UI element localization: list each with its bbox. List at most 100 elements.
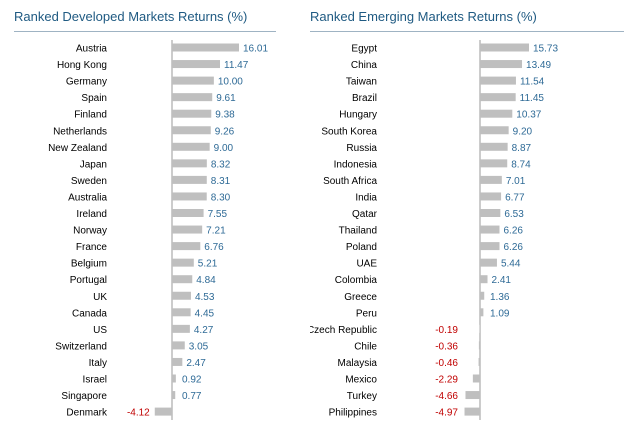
developed-value-label: 2.47 xyxy=(186,358,206,369)
emerging-value-label: 11.54 xyxy=(520,77,545,88)
emerging-category-label: Mexico xyxy=(345,375,377,386)
developed-value-label: 7.55 xyxy=(208,209,228,220)
emerging-bar xyxy=(479,324,481,333)
developed-category-label: Spain xyxy=(81,93,107,104)
developed-value-label: 3.05 xyxy=(189,341,209,352)
emerging-value-label: 2.41 xyxy=(492,275,512,286)
developed-bar xyxy=(172,374,176,383)
emerging-value-label: 5.44 xyxy=(501,259,521,270)
emerging-bar xyxy=(480,93,516,102)
emerging-category-label: Colombia xyxy=(335,275,378,286)
developed-category-label: Israel xyxy=(83,375,107,386)
developed-category-label: Belgium xyxy=(71,259,107,270)
developed-category-label: Denmark xyxy=(66,408,108,419)
developed-bar xyxy=(172,159,207,168)
emerging-category-label: India xyxy=(355,192,377,203)
emerging-markets-chart: Egypt 15.73 China 13.49 Taiwan 11.54 Brazil 11.… xyxy=(310,40,558,420)
emerging-bar xyxy=(472,374,480,383)
emerging-value-label: 6.26 xyxy=(504,226,524,237)
developed-value-label: 9.26 xyxy=(215,126,235,137)
emerging-category-label: Thailand xyxy=(339,226,377,237)
emerging-category-label: Malaysia xyxy=(338,358,378,369)
emerging-bar xyxy=(478,357,480,366)
developed-value-label: 9.00 xyxy=(214,143,234,154)
emerging-bar xyxy=(480,209,501,217)
emerging-bar xyxy=(478,341,480,350)
emerging-category-label: Taiwan xyxy=(346,77,377,88)
emerging-bar xyxy=(480,308,484,317)
emerging-category-label: China xyxy=(351,60,378,71)
emerging-bar xyxy=(480,60,523,69)
developed-bar xyxy=(172,43,239,52)
developed-value-label: 8.32 xyxy=(211,159,231,170)
developed-value-label: 4.53 xyxy=(195,292,215,303)
emerging-value-label: -0.19 xyxy=(435,325,458,336)
emerging-title-rule xyxy=(310,31,624,32)
emerging-bar xyxy=(480,258,497,267)
developed-value-label: 11.47 xyxy=(224,60,249,71)
emerging-value-label: -2.29 xyxy=(435,375,458,386)
emerging-category-label: South Africa xyxy=(323,176,377,187)
emerging-bar xyxy=(480,275,488,284)
emerging-category-label: Philippines xyxy=(329,408,377,419)
developed-category-label: New Zealand xyxy=(48,143,107,154)
developed-title-rule xyxy=(14,31,276,32)
emerging-value-label: -4.66 xyxy=(435,391,458,402)
developed-value-label: 4.27 xyxy=(194,325,214,336)
developed-bar xyxy=(172,209,204,217)
developed-bar xyxy=(172,225,203,234)
developed-category-label: Switzerland xyxy=(55,341,107,352)
emerging-value-label: 13.49 xyxy=(526,60,551,71)
developed-category-label: Australia xyxy=(68,192,107,203)
emerging-bar xyxy=(480,126,509,135)
developed-bar xyxy=(172,275,193,284)
developed-category-label: Austria xyxy=(76,44,108,55)
developed-category-label: Netherlands xyxy=(53,126,107,137)
developed-value-label: 9.61 xyxy=(216,93,236,104)
emerging-category-label: Czech Republic xyxy=(310,325,377,336)
emerging-bar xyxy=(480,76,516,85)
developed-category-label: Ireland xyxy=(76,209,107,220)
developed-bar xyxy=(154,407,172,416)
emerging-bar xyxy=(480,142,508,151)
developed-category-label: Norway xyxy=(73,226,107,237)
developed-category-label: Canada xyxy=(72,308,107,319)
emerging-bar xyxy=(480,43,529,52)
emerging-chart-title: Ranked Emerging Markets Returns (%) xyxy=(310,9,537,24)
developed-bar xyxy=(172,76,214,85)
developed-value-label: 6.76 xyxy=(204,242,224,253)
emerging-category-label: Indonesia xyxy=(334,159,378,170)
emerging-bar xyxy=(480,175,502,184)
developed-category-label: Sweden xyxy=(71,176,107,187)
emerging-value-label: 15.73 xyxy=(533,44,558,55)
developed-category-label: Italy xyxy=(89,358,107,369)
developed-value-label: 0.77 xyxy=(182,391,202,402)
emerging-value-label: 11.45 xyxy=(520,93,545,104)
emerging-value-label: 8.87 xyxy=(512,143,532,154)
developed-category-label: Finland xyxy=(74,110,107,121)
emerging-value-label: 9.20 xyxy=(513,126,533,137)
developed-category-label: Hong Kong xyxy=(57,60,107,71)
emerging-category-label: Greece xyxy=(344,292,377,303)
developed-bar xyxy=(172,109,212,118)
emerging-value-label: 10.37 xyxy=(516,110,541,121)
developed-bar xyxy=(172,308,191,317)
developed-bar xyxy=(172,93,213,102)
emerging-category-label: South Korea xyxy=(321,126,377,137)
emerging-value-label: 7.01 xyxy=(506,176,526,187)
developed-category-label: US xyxy=(93,325,107,336)
emerging-value-label: 6.26 xyxy=(504,242,524,253)
developed-value-label: 10.00 xyxy=(218,77,243,88)
emerging-value-label: 6.53 xyxy=(504,209,524,220)
emerging-category-label: Hungary xyxy=(339,110,377,121)
developed-value-label: 8.30 xyxy=(211,192,231,203)
developed-value-label: 16.01 xyxy=(243,44,268,55)
developed-value-label: 4.45 xyxy=(195,308,215,319)
emerging-bar xyxy=(465,391,480,400)
developed-markets-chart: Austria 16.01 Hong Kong 11.47 Germany 10.00 Sp… xyxy=(48,40,268,420)
emerging-category-label: Turkey xyxy=(347,391,377,402)
emerging-bar xyxy=(480,291,485,300)
developed-category-label: Germany xyxy=(66,77,107,88)
emerging-value-label: -0.36 xyxy=(435,341,458,352)
